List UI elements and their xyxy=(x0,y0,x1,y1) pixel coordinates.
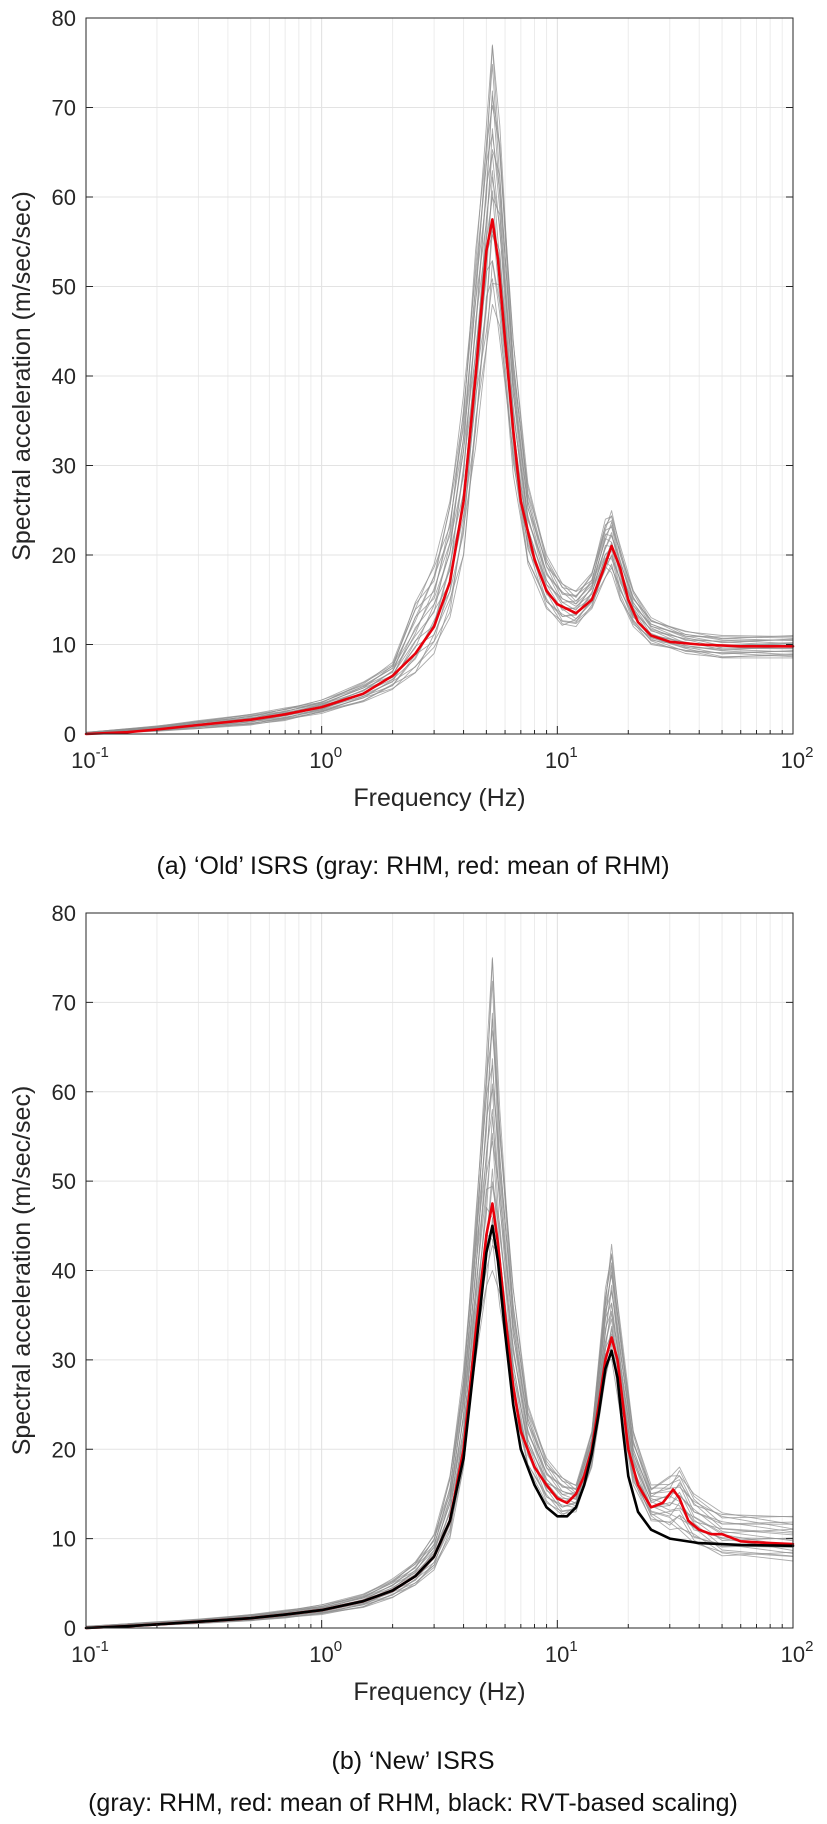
caption-b-line2: (gray: RHM, red: mean of RHM, black: RVT… xyxy=(88,1789,738,1817)
rhm-gray-curve xyxy=(85,980,794,1628)
rhm-gray-curve xyxy=(85,303,793,735)
rhm-gray-curve xyxy=(85,1217,794,1629)
y-tick-label: 40 xyxy=(52,364,76,389)
x-tick-label: 10-1 xyxy=(71,1638,109,1667)
y-tick-label: 10 xyxy=(52,1527,76,1552)
y-tick-label: 50 xyxy=(52,1169,76,1194)
y-tick-label: 30 xyxy=(52,1348,76,1373)
x-tick-label: 101 xyxy=(545,1638,578,1667)
y-tick-label: 10 xyxy=(52,633,76,658)
grid xyxy=(86,18,793,734)
grid xyxy=(86,913,793,1628)
y-tick-label: 30 xyxy=(52,454,76,479)
series-line-mean-of-rhm xyxy=(84,1202,795,1630)
series-line-rvt-based-scaling xyxy=(84,1224,795,1630)
rhm-gray-curve xyxy=(85,1185,794,1628)
y-tick-label: 20 xyxy=(52,543,76,568)
rhm-gray-curve xyxy=(85,278,794,735)
y-tick-label: 70 xyxy=(52,990,76,1015)
rhm-gray-curve xyxy=(85,234,794,734)
rhm-gray-curves xyxy=(85,44,794,735)
x-tick-label: 101 xyxy=(545,744,578,773)
rhm-gray-curve xyxy=(85,1233,794,1629)
y-tick-label: 80 xyxy=(52,901,76,926)
y-tick-label: 70 xyxy=(52,96,76,121)
rhm-gray-curve xyxy=(85,1168,794,1629)
series-line-mean-of-rhm xyxy=(84,218,795,736)
y-ticks: 0 10 20 30 40 50 60 70 80 xyxy=(52,6,793,747)
rhm-gray-curve xyxy=(85,230,794,734)
x-ticks: 10-1 100 101 102 xyxy=(71,726,813,773)
y-tick-label: 40 xyxy=(52,1259,76,1284)
rhm-gray-curve xyxy=(85,260,794,735)
y-tick-label: 0 xyxy=(64,722,76,747)
y-tick-label: 20 xyxy=(52,1437,76,1462)
rhm-gray-curve xyxy=(85,45,794,733)
rhm-gray-curve xyxy=(85,1133,794,1628)
x-tick-label: 100 xyxy=(309,1638,342,1667)
x-axis-label: Frequency (Hz) xyxy=(353,784,525,812)
x-ticks: 10-1 100 101 102 xyxy=(71,1620,813,1667)
x-tick-label: 102 xyxy=(781,744,814,773)
rhm-gray-curve xyxy=(85,1181,794,1628)
rhm-gray-curve xyxy=(85,176,794,734)
x-tick-label: 10-1 xyxy=(71,744,109,773)
y-axis-label: Spectral acceleration (m/sec/sec) xyxy=(8,1086,36,1456)
plot-b: 0 10 20 30 40 50 60 70 80 10-1 100 101 102 Frequency … xyxy=(8,901,813,1706)
rhm-gray-curve xyxy=(85,958,794,1627)
rhm-gray-curve xyxy=(85,1012,794,1628)
y-tick-label: 50 xyxy=(52,275,76,300)
y-tick-label: 80 xyxy=(52,6,76,31)
y-tick-label: 60 xyxy=(52,185,76,210)
x-tick-label: 102 xyxy=(781,1638,814,1667)
caption-a: (a) ‘Old’ ISRS (gray: RHM, red: mean of … xyxy=(156,852,669,880)
plot-a: 0 10 20 30 40 50 60 70 80 10-1 100 101 102 Frequency … xyxy=(8,6,813,812)
rhm-gray-curve xyxy=(85,190,794,734)
x-tick-label: 100 xyxy=(309,744,342,773)
rhm-gray-curves xyxy=(85,957,794,1629)
rhm-gray-curve xyxy=(85,219,794,735)
y-axis-label: Spectral acceleration (m/sec/sec) xyxy=(8,191,36,561)
y-tick-label: 60 xyxy=(52,1080,76,1105)
rhm-gray-curve xyxy=(85,1244,794,1629)
x-axis-label: Frequency (Hz) xyxy=(353,1678,525,1706)
y-ticks: 0 10 20 30 40 50 60 70 80 xyxy=(52,901,793,1641)
y-tick-label: 0 xyxy=(64,1616,76,1641)
rhm-gray-curve xyxy=(85,283,794,735)
caption-b-line1: (b) ‘New’ ISRS xyxy=(332,1747,495,1775)
rhm-gray-curve xyxy=(85,44,794,733)
rhm-gray-curve xyxy=(85,260,794,735)
